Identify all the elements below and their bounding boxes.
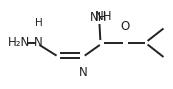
Text: NH: NH	[95, 10, 113, 23]
Text: H₂N: H₂N	[8, 36, 30, 49]
Text: O: O	[121, 20, 130, 33]
Text: H: H	[35, 18, 43, 28]
Text: NH: NH	[90, 11, 107, 24]
Text: N: N	[34, 36, 42, 49]
Text: N: N	[79, 66, 87, 79]
